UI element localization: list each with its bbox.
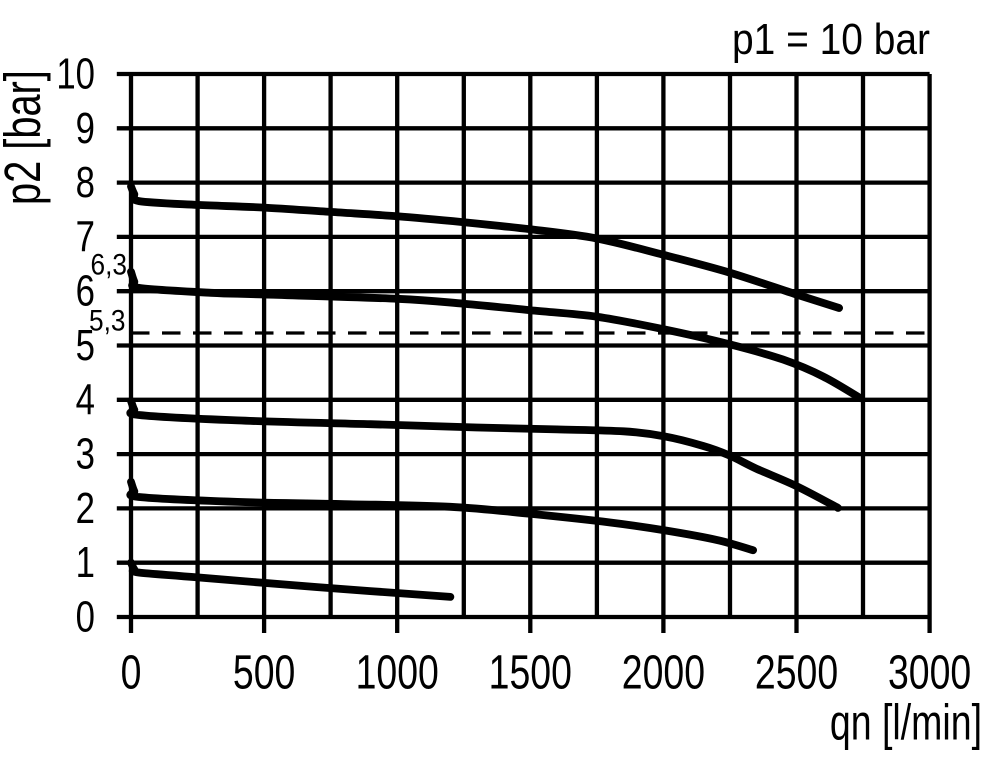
svg-text:5,3: 5,3: [89, 304, 125, 337]
svg-text:2: 2: [76, 484, 95, 533]
svg-text:p1 = 10 bar: p1 = 10 bar: [732, 14, 930, 64]
svg-text:3000: 3000: [888, 646, 971, 700]
svg-text:qn [l/min]: qn [l/min]: [830, 695, 982, 750]
svg-text:1: 1: [76, 538, 95, 587]
svg-text:p2 [bar]: p2 [bar]: [0, 70, 51, 205]
svg-text:9: 9: [76, 104, 95, 153]
svg-text:7: 7: [76, 213, 95, 262]
svg-text:6,3: 6,3: [91, 248, 127, 281]
svg-text:1000: 1000: [356, 646, 439, 700]
svg-text:5: 5: [76, 321, 95, 370]
svg-text:500: 500: [233, 646, 295, 700]
svg-text:0: 0: [121, 646, 142, 700]
svg-text:6: 6: [76, 267, 95, 316]
svg-text:2000: 2000: [622, 646, 705, 700]
svg-text:1500: 1500: [489, 646, 572, 700]
svg-text:2500: 2500: [755, 646, 838, 700]
svg-text:0: 0: [76, 593, 95, 642]
svg-text:3: 3: [76, 430, 95, 479]
svg-text:4: 4: [76, 375, 95, 424]
svg-text:8: 8: [76, 158, 95, 207]
svg-text:10: 10: [56, 50, 95, 99]
